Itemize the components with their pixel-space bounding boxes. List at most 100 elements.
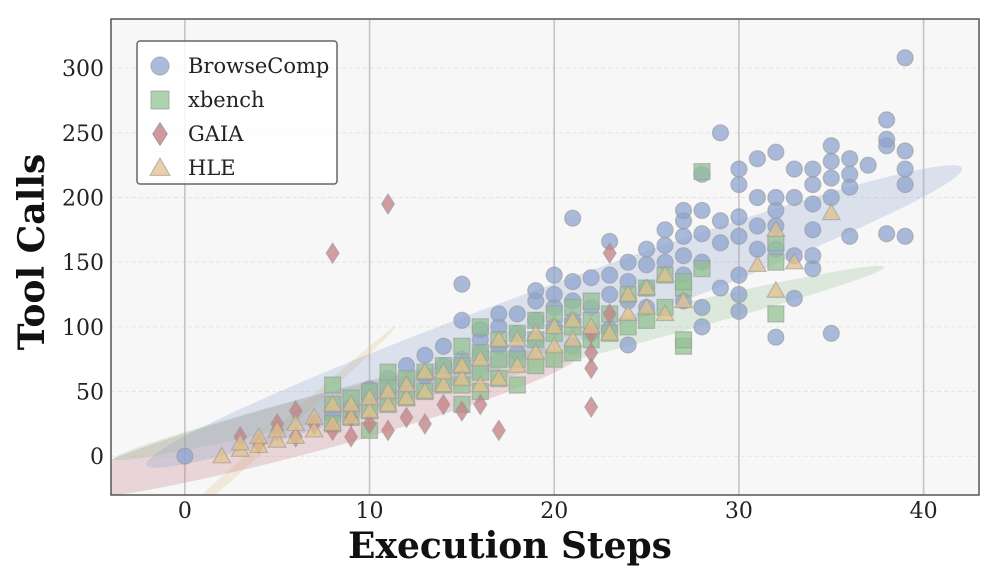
data-point	[730, 266, 748, 284]
data-point	[767, 253, 785, 271]
legend-item-gaia: GAIA	[152, 121, 244, 147]
data-point	[674, 331, 693, 349]
data-point	[767, 305, 785, 323]
data-point	[693, 298, 711, 317]
data-point	[581, 316, 602, 335]
data-point	[176, 447, 194, 465]
data-point	[656, 221, 674, 239]
data-point	[730, 175, 748, 194]
data-point	[896, 175, 914, 194]
data-point	[618, 284, 638, 302]
legend-box	[136, 40, 338, 185]
data-point	[767, 143, 785, 161]
data-point	[637, 240, 656, 258]
legend-item-hle: HLE	[149, 156, 236, 180]
data-point	[527, 282, 545, 300]
data-point	[322, 413, 343, 432]
data-point	[285, 413, 306, 432]
data-point	[804, 221, 822, 239]
data-point	[841, 150, 859, 168]
data-point	[693, 318, 711, 336]
data-point	[896, 227, 914, 245]
data-point	[452, 368, 472, 386]
data-point	[767, 328, 785, 346]
data-point	[562, 310, 583, 328]
data-point	[248, 435, 269, 454]
data-point	[341, 394, 361, 412]
data-point	[730, 227, 748, 245]
legend-item-xbench: xbench	[150, 88, 265, 112]
data-point	[878, 130, 896, 148]
data-point	[433, 362, 454, 380]
data-point	[362, 412, 377, 435]
data-point	[490, 350, 508, 368]
data-point	[211, 446, 232, 464]
data-point	[821, 203, 842, 221]
data-point	[415, 381, 435, 399]
legend-item-browsecomp: BrowseComp	[150, 54, 329, 78]
data-point	[396, 387, 417, 406]
data-point	[693, 201, 711, 220]
data-point	[491, 419, 506, 442]
legend-label: GAIA	[188, 122, 244, 146]
data-point	[562, 329, 583, 347]
data-point	[584, 341, 599, 364]
data-point	[674, 201, 693, 220]
legend-label: xbench	[188, 88, 265, 112]
data-point	[470, 349, 491, 367]
data-point	[841, 165, 859, 183]
series-hle	[211, 203, 842, 464]
y-tick-label: 200	[62, 187, 104, 212]
data-point	[655, 265, 675, 283]
legend-marker	[150, 90, 170, 110]
x-axis-ticks: 0 10 20 30 40	[178, 499, 938, 524]
y-tick-label: 300	[62, 57, 104, 82]
data-point	[544, 316, 565, 335]
data-point	[380, 419, 396, 442]
data-point	[415, 362, 435, 380]
data-point	[582, 292, 600, 310]
data-point	[230, 433, 251, 451]
data-point	[822, 152, 840, 170]
data-point	[601, 285, 619, 304]
data-point	[804, 195, 822, 213]
data-point	[730, 302, 748, 320]
legend-marker	[152, 121, 168, 147]
y-axis-title: Tool Calls	[11, 154, 53, 351]
data-point	[822, 324, 840, 342]
x-tick-label: 20	[540, 499, 568, 524]
data-point	[584, 357, 599, 380]
data-point	[380, 192, 396, 216]
data-point	[878, 225, 896, 243]
data-point	[693, 260, 711, 278]
data-point	[473, 393, 488, 416]
data-point	[490, 305, 508, 323]
data-point	[822, 137, 840, 155]
data-point	[784, 252, 805, 270]
data-point	[304, 420, 324, 438]
data-point	[267, 420, 288, 438]
data-point	[767, 234, 785, 252]
data-point	[655, 303, 675, 322]
data-point	[730, 208, 748, 226]
data-point	[619, 318, 637, 336]
data-point	[636, 297, 657, 315]
data-point	[267, 430, 288, 448]
legend-marker	[149, 156, 171, 177]
y-axis-ticks: 0 50 100 150 200 250 300	[62, 57, 104, 470]
data-point	[747, 254, 768, 272]
data-point	[527, 357, 545, 375]
data-point	[508, 305, 526, 323]
data-point	[564, 209, 582, 227]
data-point	[602, 242, 617, 265]
data-point	[766, 280, 786, 298]
data-point	[785, 188, 803, 207]
data-point	[453, 275, 471, 293]
data-point	[322, 394, 343, 412]
data-point	[325, 242, 340, 265]
data-point	[436, 393, 451, 416]
data-point	[488, 329, 509, 347]
data-point	[599, 323, 620, 341]
data-point	[378, 381, 398, 399]
